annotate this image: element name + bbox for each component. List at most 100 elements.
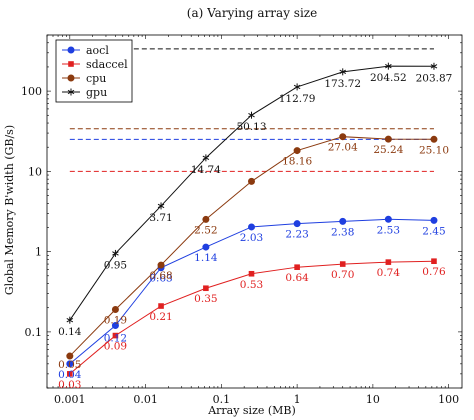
data-point-aocl (248, 223, 256, 231)
x-tick-label: 10 (366, 393, 380, 406)
data-point-gpu (157, 202, 165, 210)
star-stroke (339, 69, 347, 75)
legend-label-gpu: gpu (86, 86, 107, 99)
legend-label-aocl: aocl (86, 44, 109, 57)
data-label-cpu: 0.68 (149, 270, 172, 282)
data-point-gpu (293, 83, 301, 91)
data-point-sdaccel (67, 371, 73, 377)
data-point-sdaccel (248, 270, 255, 277)
data-label-aocl: 0.12 (104, 333, 127, 345)
plot-frame (46, 34, 463, 389)
data-point-aocl (111, 322, 119, 330)
data-label-sdaccel: 0.21 (149, 311, 172, 323)
chart-title: (a) Varying array size (187, 6, 317, 20)
data-label-cpu: 25.24 (373, 144, 403, 156)
star-stroke (430, 64, 438, 69)
plot-area: 0.001 0.01 0.1 1 10 100 0.1 1 10 100 0.04 0.12 0.63 1… (21, 34, 463, 406)
data-label-gpu: 203.87 (416, 72, 453, 84)
legend-marker-sdaccel (68, 61, 74, 67)
data-label-gpu: 3.71 (149, 212, 172, 224)
data-label-cpu: 0.19 (104, 315, 127, 327)
data-label-sdaccel: 0.74 (377, 267, 401, 279)
data-point-aocl (430, 216, 438, 224)
y-tick-label: 1 (35, 246, 42, 259)
y-tick-label: 0.1 (25, 326, 43, 339)
star-stroke (293, 84, 301, 90)
data-label-aocl: 2.45 (422, 225, 445, 237)
x-tick-label: 1 (294, 393, 301, 406)
data-label-aocl: 1.14 (194, 252, 218, 264)
data-label-gpu: 14.74 (191, 164, 221, 176)
data-point-gpu (339, 68, 347, 76)
data-point-cpu (202, 215, 210, 223)
data-label-gpu: 204.52 (370, 72, 407, 84)
data-label-gpu: 173.72 (324, 78, 361, 90)
star-stroke (157, 203, 165, 209)
data-point-gpu (248, 111, 255, 119)
data-label-aocl: 2.38 (331, 226, 354, 238)
data-label-gpu: 0.95 (104, 259, 127, 271)
data-label-sdaccel: 0.09 (104, 341, 127, 353)
legend-label-sdaccel: sdaccel (86, 58, 128, 71)
star-stroke (112, 251, 119, 256)
x-tick-label: 0.001 (54, 393, 86, 406)
data-point-cpu (157, 261, 165, 269)
data-label-cpu: 25.10 (419, 144, 449, 156)
data-point-gpu (66, 316, 74, 324)
data-point-sdaccel (385, 259, 392, 265)
data-label-sdaccel: 0.35 (194, 293, 217, 305)
data-label-cpu: 27.04 (328, 142, 358, 154)
star-stroke (66, 317, 74, 323)
data-label-aocl: 2.03 (240, 232, 263, 244)
data-point-sdaccel (158, 303, 164, 309)
data-point-gpu (430, 62, 438, 70)
legend-marker-aocl (67, 46, 75, 54)
data-point-aocl (293, 220, 301, 228)
data-point-gpu (202, 154, 210, 162)
data-point-cpu (430, 135, 438, 143)
data-label-sdaccel: 0.53 (240, 279, 263, 291)
y-axis-label: Global Memory B'width (GB/s) (3, 125, 16, 295)
legend-marker-cpu (67, 74, 75, 82)
data-label-aocl: 2.23 (285, 229, 308, 241)
x-tick-label: 100 (438, 393, 459, 406)
data-point-sdaccel (203, 285, 209, 292)
data-label-aocl: 2.53 (377, 224, 400, 236)
star-stroke (202, 155, 210, 161)
data-label-aocl: 0.63 (149, 273, 172, 285)
x-tick-label: 0.1 (213, 393, 231, 406)
legend-label-cpu: cpu (86, 72, 106, 85)
data-point-sdaccel (294, 264, 300, 270)
data-point-cpu (339, 133, 347, 141)
y-tick-label: 100 (21, 85, 42, 98)
data-point-gpu (385, 62, 392, 70)
x-axis-label: Array size (MB) (207, 404, 296, 417)
data-label-aocl: 0.04 (58, 369, 82, 381)
data-point-aocl (384, 215, 392, 223)
star-stroke (248, 112, 255, 118)
star-stroke (385, 63, 392, 69)
data-label-cpu: 0.05 (58, 359, 81, 371)
data-point-aocl (339, 217, 347, 225)
data-point-cpu (66, 352, 74, 360)
data-label-sdaccel: 0.70 (331, 269, 354, 281)
data-point-sdaccel (431, 258, 437, 264)
data-point-sdaccel (112, 332, 119, 339)
data-point-cpu (248, 177, 256, 185)
data-label-sdaccel: 0.76 (422, 266, 446, 278)
data-label-gpu: 50.13 (236, 121, 266, 133)
star-stroke (67, 89, 75, 95)
y-tick-label: 10 (28, 165, 42, 178)
data-point-sdaccel (339, 261, 346, 267)
data-label-sdaccel: 0.03 (58, 379, 81, 391)
legend-marker-gpu (67, 88, 75, 96)
data-label-sdaccel: 0.64 (285, 272, 309, 284)
x-tick-label: 0.01 (133, 393, 158, 406)
data-label-cpu: 18.16 (282, 156, 312, 168)
data-point-aocl (66, 360, 74, 368)
data-label-cpu: 2.52 (194, 224, 217, 236)
data-point-cpu (384, 135, 392, 143)
data-point-gpu (112, 249, 119, 257)
data-label-gpu: 112.79 (279, 93, 316, 105)
